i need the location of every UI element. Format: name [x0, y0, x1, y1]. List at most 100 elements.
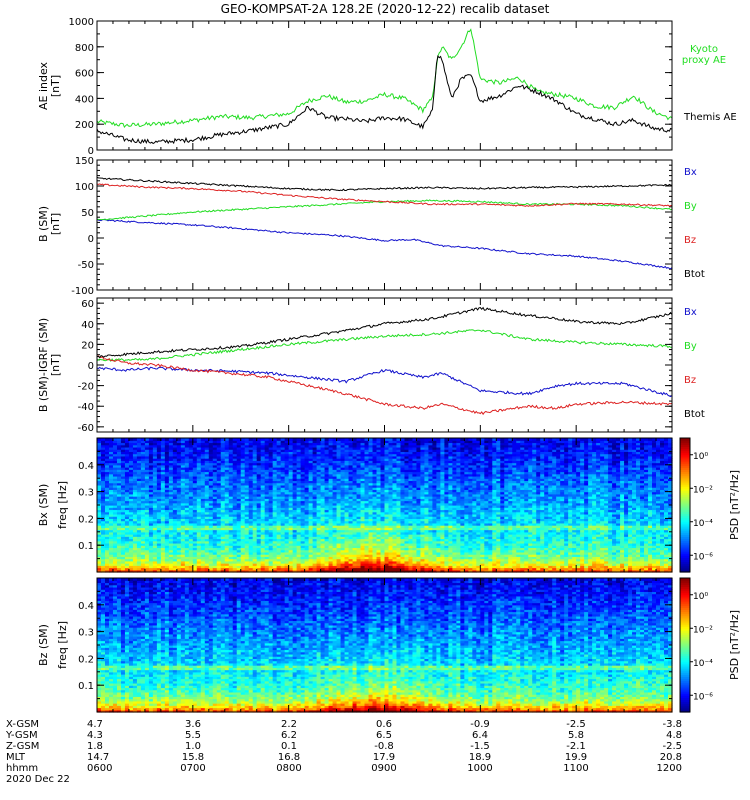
bx-spec-cell	[388, 487, 394, 490]
bx-spec-cell	[316, 440, 322, 444]
bx-spec-cell	[112, 453, 118, 457]
ae-ytick-label: 800	[75, 43, 94, 54]
bx-spec-cell	[392, 473, 398, 477]
bx-spec-cell	[104, 534, 110, 537]
bx-spec-cell	[140, 478, 146, 482]
bx-spec-cell	[316, 489, 322, 493]
bx-spec-cell	[268, 496, 274, 499]
bx-spec-cell	[100, 522, 106, 526]
bx-spec-cell	[124, 556, 130, 560]
bx-spec-cell	[228, 549, 234, 553]
bx-spec-cell	[376, 440, 382, 444]
bx-spec-cell	[332, 444, 338, 448]
bx-spec-cell	[200, 440, 206, 444]
b-igrf-series-bx	[96, 366, 673, 398]
bx-spec-cell	[160, 498, 166, 502]
bx-spec-cell	[252, 502, 258, 506]
bx-spec-cell	[372, 446, 378, 450]
bx-spec-cell	[136, 516, 142, 519]
bx-spec-cell	[328, 460, 334, 464]
bx-spec-cell	[304, 496, 310, 499]
bx-spec-cell	[116, 500, 122, 504]
bx-spec-cell	[336, 567, 342, 571]
bx-spec-cell	[384, 444, 390, 448]
bx-spec-cell	[236, 558, 242, 562]
bx-spec-cell	[120, 482, 126, 486]
bx-spec-cell	[204, 475, 210, 479]
bx-spec-cell	[188, 509, 194, 513]
bx-spec-cell	[172, 549, 178, 553]
bx-spec-cell	[236, 460, 242, 464]
bx-spec-cell	[160, 551, 166, 555]
bx-spec-cell	[108, 563, 114, 566]
bx-spec-cell	[388, 513, 394, 517]
bx-spec-cell	[232, 475, 238, 479]
bx-spec-cell	[296, 556, 302, 560]
bx-spec-cell	[248, 453, 254, 457]
bx-spec-cell	[256, 525, 262, 528]
bx-spec-cell	[240, 464, 246, 468]
bx-spec-cell	[172, 478, 178, 482]
bx-spec-cell	[328, 482, 334, 486]
bx-spec-cell	[256, 547, 262, 551]
bx-spec-cell	[264, 502, 270, 506]
bx-spec-cell	[256, 464, 262, 468]
bx-spec-cell	[204, 496, 210, 499]
bx-spec-cell	[124, 505, 130, 508]
bx-spec-cell	[196, 527, 202, 531]
bx-spec-cell	[280, 547, 286, 551]
bx-spec-cell	[200, 540, 206, 544]
bx-spec-cell	[344, 556, 350, 560]
b-sm-legend-bx: Bx	[684, 167, 697, 178]
bx-spec-cell	[312, 540, 318, 544]
bx-spec-cell	[376, 538, 382, 542]
bx-spec-cell	[160, 522, 166, 526]
bx-spec-cell	[100, 558, 106, 562]
bx-spec-cell	[120, 522, 126, 526]
bx-spec-cell	[296, 502, 302, 506]
bx-spec-cell	[108, 554, 114, 557]
bx-spec-cell	[144, 518, 150, 522]
bx-spec-cell	[252, 458, 258, 461]
bx-spec-cell	[208, 462, 214, 466]
bx-spec-cell	[288, 545, 294, 549]
bx-spec-cell	[272, 505, 278, 508]
bx-spec-cell	[276, 511, 282, 515]
bx-spec-cell	[288, 518, 294, 522]
bx-spec-cell	[324, 449, 330, 452]
bx-spec-cell	[232, 505, 238, 508]
bx-spec-cell	[300, 556, 306, 560]
bx-spec-cell	[124, 491, 130, 495]
bx-spec-cell	[372, 438, 378, 441]
bx-spec-cell	[268, 500, 274, 504]
bx-spec-cell	[332, 475, 338, 479]
bx-spec-cell	[376, 545, 382, 549]
bx-spec-cell	[344, 482, 350, 486]
bx-spec-cell	[156, 489, 162, 493]
bx-spec-cell	[188, 484, 194, 488]
bx-spec-cell	[324, 569, 330, 573]
bx-spec-cell	[392, 502, 398, 506]
bx-spec-cell	[120, 496, 126, 499]
bx-spec-cell	[164, 493, 170, 497]
bx-spec-cell	[368, 522, 374, 526]
bx-spec-cell	[268, 509, 274, 513]
bx-spec-cell	[120, 500, 126, 504]
bx-spec-cell	[384, 489, 390, 493]
bx-spec-cell	[296, 482, 302, 486]
bx-spec-cell	[180, 500, 186, 504]
bx-spec-cell	[364, 469, 370, 473]
bx-spec-cell	[240, 489, 246, 493]
bx-spec-cell	[376, 522, 382, 526]
bx-spec-cell	[160, 542, 166, 546]
bx-spec-cell	[196, 464, 202, 468]
bx-spec-cell	[192, 542, 198, 546]
bx-spec-cell	[128, 451, 134, 455]
bx-spec-cell	[224, 442, 230, 446]
bx-spec-cell	[232, 500, 238, 504]
bx-spec-cell	[164, 540, 170, 544]
bx-spec-cell	[364, 516, 370, 519]
bx-spec-cell	[160, 540, 166, 544]
bx-spec-cell	[160, 464, 166, 468]
